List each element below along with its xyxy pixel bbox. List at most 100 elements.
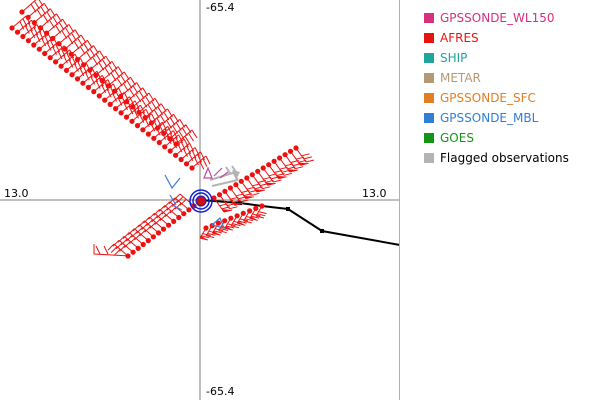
wind-pennant (287, 169, 298, 172)
wind-barb (164, 134, 184, 149)
wind-pennant (265, 182, 276, 186)
wind-barb (58, 29, 81, 45)
track-point (320, 229, 324, 233)
mbl-barb (210, 216, 225, 229)
wind-barb (151, 108, 173, 124)
wind-barb (153, 125, 173, 140)
wind-pennant (254, 189, 265, 192)
wind-barb (93, 79, 113, 94)
wind-barb (132, 92, 155, 108)
flagged-pennant (232, 170, 240, 180)
wind-pennant (243, 195, 254, 199)
observation-dot (234, 213, 240, 219)
wind-pennant (232, 202, 243, 206)
legend-label: METAR (440, 71, 481, 85)
legend-item-afres[interactable]: AFRES (424, 28, 569, 48)
wind-barb (295, 147, 315, 163)
wind-barb (33, 32, 53, 47)
wind-barb (11, 15, 31, 30)
legend: GPSSONDE_WL150 AFRES SHIP METAR GPSSONDE… (424, 8, 569, 168)
wind-barb (205, 225, 218, 239)
track-point (238, 201, 242, 205)
legend-label: AFRES (440, 31, 479, 45)
wind-barb (52, 24, 75, 39)
legend-item-flagged[interactable]: Flagged observations (424, 148, 569, 168)
legend-label: Flagged observations (440, 151, 569, 165)
axis-label-top: -65.4 (206, 1, 235, 14)
wind-barb (70, 39, 93, 55)
observation-dot (228, 215, 234, 221)
wind-barb (157, 113, 179, 129)
wind-barb (126, 87, 149, 103)
mbl-barb (164, 174, 183, 211)
wind-barb (218, 220, 230, 234)
gpssonde-mbl-observations (164, 174, 225, 229)
wind-pennant (200, 236, 208, 240)
wind-barb (46, 18, 69, 34)
wind-barb (104, 87, 124, 102)
gpssonde-wl150-observations (203, 166, 229, 179)
legend-swatch (424, 13, 434, 23)
wind-barb (77, 45, 99, 60)
wind-barb (71, 62, 91, 77)
afres-barbs-northeast-leg (211, 145, 315, 213)
wind-barb (144, 103, 167, 119)
flagged-barb (209, 165, 237, 181)
legend-label: GPSSONDE_WL150 (440, 11, 555, 25)
wind-barb (230, 215, 242, 229)
legend-label: GPSSONDE_MBL (440, 111, 539, 125)
wind-barb (251, 174, 271, 190)
afres-barbs-southeast-leg (199, 203, 267, 241)
wind-barb (120, 82, 143, 97)
storm-track-line (199, 199, 400, 246)
wind-barb (169, 124, 192, 140)
wind-barb (131, 108, 151, 123)
legend-swatch (424, 33, 434, 43)
wind-barb (114, 76, 136, 92)
wind-pennant (237, 221, 246, 226)
wind-barb (240, 181, 260, 196)
wind-barb (66, 58, 85, 72)
legend-item-gpssonde-sfc[interactable]: GPSSONDE_SFC (424, 88, 569, 108)
wind-barb (27, 2, 50, 18)
wl150-barb (203, 166, 229, 179)
legend-swatch (424, 93, 434, 103)
wind-barb (273, 161, 293, 176)
observation-dot (222, 218, 228, 224)
wind-barb (101, 66, 124, 82)
wind-barb (120, 100, 140, 115)
axis-label-left: 13.0 (4, 187, 29, 200)
wind-barb (40, 13, 62, 29)
wind-barb (180, 147, 200, 162)
legend-label: SHIP (440, 51, 468, 65)
wind-barb (219, 194, 238, 210)
wind-barb (163, 119, 186, 134)
wind-barb (173, 193, 195, 207)
legend-swatch (424, 153, 434, 163)
observation-dot (240, 210, 246, 216)
wind-barb (21, 0, 44, 13)
legend-item-goes[interactable]: GOES (424, 128, 569, 148)
afres-barbs-northwest-leg (9, 0, 211, 171)
legend-item-gpssonde-mbl[interactable]: GPSSONDE_MBL (424, 108, 569, 128)
wind-barb (229, 187, 249, 203)
legend-item-gpssonde-wl150[interactable]: GPSSONDE_WL150 (424, 8, 569, 28)
legend-swatch (424, 133, 434, 143)
wind-barb (115, 96, 135, 111)
wind-plot-canvas (0, 0, 400, 400)
storm-center-marker (189, 189, 213, 213)
legend-item-metar[interactable]: METAR (424, 68, 569, 88)
wind-barb (284, 154, 304, 170)
wind-barb (262, 167, 282, 183)
legend-item-ship[interactable]: SHIP (424, 48, 569, 68)
wind-barb (191, 155, 211, 170)
wind-pennant (224, 226, 233, 231)
wind-barb (95, 61, 118, 76)
wind-barb (38, 36, 58, 51)
wind-barb (82, 70, 102, 85)
afres-barbs-southwest-leg (93, 193, 197, 259)
wind-barb (175, 129, 198, 145)
legend-label: GPSSONDE_SFC (440, 91, 536, 105)
wind-plot-area: -65.4 -65.4 13.0 13.0 (0, 0, 400, 400)
track-point (286, 207, 290, 211)
